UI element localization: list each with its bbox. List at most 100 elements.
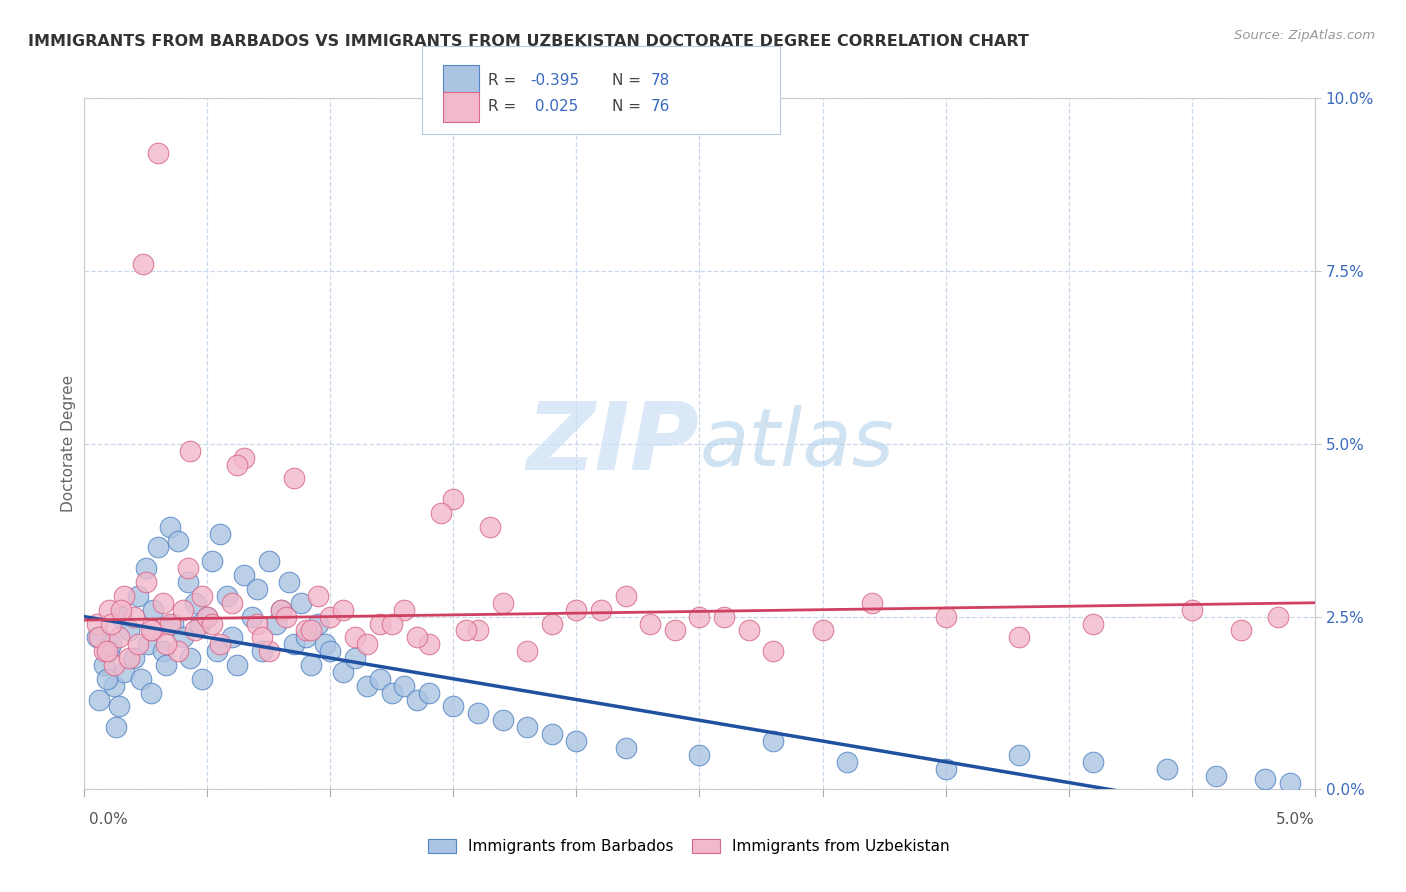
Point [152, 596, 174, 610]
Point [565, 734, 588, 748]
Point [250, 644, 273, 658]
Point [148, 541, 170, 555]
Text: R =: R = [488, 73, 522, 87]
Point [713, 609, 735, 624]
Point [108, 630, 131, 644]
Point [381, 616, 404, 631]
Point [105, 720, 128, 734]
Point [179, 651, 201, 665]
Point [197, 609, 219, 624]
Point [295, 624, 318, 638]
Point [689, 609, 711, 624]
Point [762, 644, 785, 658]
Point [167, 533, 190, 548]
Point [315, 637, 337, 651]
Point [112, 665, 135, 679]
Point [295, 630, 318, 644]
Point [93, 644, 115, 658]
Point [172, 603, 194, 617]
Point [184, 624, 207, 638]
Point [246, 582, 269, 596]
Point [565, 603, 588, 617]
Point [405, 630, 427, 644]
Text: 0.025: 0.025 [530, 99, 578, 113]
Point [1008, 630, 1031, 644]
Point [257, 554, 280, 568]
Point [283, 471, 305, 485]
Point [1254, 772, 1277, 786]
Point [837, 755, 859, 769]
Point [356, 679, 378, 693]
Point [162, 616, 184, 631]
Point [108, 699, 131, 714]
Point [122, 651, 145, 665]
Point [299, 624, 322, 638]
Point [319, 644, 342, 658]
Point [110, 603, 132, 617]
Point [132, 257, 155, 271]
Point [307, 589, 329, 603]
Point [226, 658, 249, 673]
Point [197, 609, 219, 624]
Point [430, 506, 453, 520]
Point [221, 596, 243, 610]
Point [467, 624, 489, 638]
Point [591, 603, 613, 617]
Point [1083, 755, 1105, 769]
Point [177, 575, 200, 590]
Text: 0.0%: 0.0% [89, 812, 128, 827]
Text: Source: ZipAtlas.com: Source: ZipAtlas.com [1234, 29, 1375, 42]
Point [246, 616, 269, 631]
Text: -0.395: -0.395 [530, 73, 579, 87]
Point [110, 609, 132, 624]
Point [155, 658, 177, 673]
Point [405, 692, 427, 706]
Point [167, 644, 190, 658]
Point [152, 644, 174, 658]
Point [172, 630, 194, 644]
Point [128, 637, 150, 651]
Point [443, 492, 465, 507]
Point [250, 630, 273, 644]
Text: atlas: atlas [700, 405, 894, 483]
Point [356, 637, 378, 651]
Point [454, 624, 477, 638]
Point [935, 762, 957, 776]
Point [492, 596, 515, 610]
Point [100, 616, 122, 631]
Point [1156, 762, 1178, 776]
Point [188, 616, 211, 631]
Text: R =: R = [488, 99, 522, 113]
Point [1267, 609, 1289, 624]
Point [129, 672, 152, 686]
Point [179, 443, 201, 458]
Point [492, 714, 515, 728]
Text: IMMIGRANTS FROM BARBADOS VS IMMIGRANTS FROM UZBEKISTAN DOCTORATE DEGREE CORRELAT: IMMIGRANTS FROM BARBADOS VS IMMIGRANTS F… [28, 34, 1029, 49]
Point [1279, 775, 1302, 789]
Point [479, 520, 502, 534]
Point [217, 589, 239, 603]
Point [86, 630, 108, 644]
Point [139, 686, 162, 700]
Point [1230, 624, 1253, 638]
Point [100, 637, 122, 651]
Point [516, 644, 538, 658]
Point [233, 568, 256, 582]
Point [177, 561, 200, 575]
Point [811, 624, 834, 638]
Point [257, 644, 280, 658]
Point [664, 624, 686, 638]
Point [142, 603, 165, 617]
Point [103, 658, 125, 673]
Point [418, 637, 440, 651]
Point [155, 637, 177, 651]
Point [738, 624, 761, 638]
Point [1205, 769, 1227, 783]
Point [516, 720, 538, 734]
Point [191, 672, 214, 686]
Point [307, 616, 329, 631]
Point [135, 575, 157, 590]
Point [208, 637, 231, 651]
Point [299, 658, 322, 673]
Point [276, 609, 298, 624]
